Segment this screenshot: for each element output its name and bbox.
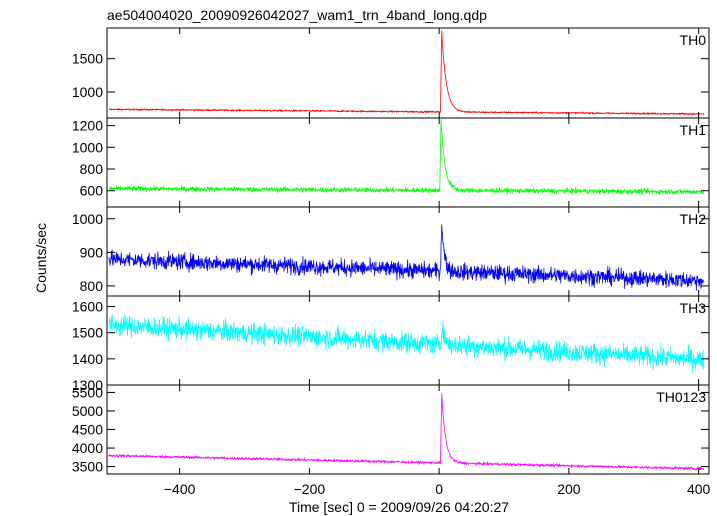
panel-label: TH2 — [680, 211, 707, 227]
panel-frame — [106, 384, 710, 475]
y-tick-label: 1300 — [72, 377, 103, 393]
y-tick-label: 1000 — [72, 211, 103, 227]
y-tick-label: 1500 — [72, 51, 103, 67]
x-tick-label: 200 — [557, 481, 581, 497]
x-axis-label: Time [sec] 0 = 2009/09/26 04:20:27 — [289, 499, 509, 515]
x-tick-label: 400 — [687, 481, 711, 497]
panel-th0: 1000 1500 TH0 — [72, 27, 710, 119]
y-tick-label: 1000 — [72, 84, 103, 100]
y-tick-label: 600 — [80, 183, 104, 199]
series-th3 — [108, 314, 705, 374]
panel-frame — [106, 206, 710, 297]
panel-th1: 600 800 1000 1200 TH1 — [72, 117, 710, 208]
series-th0 — [108, 30, 705, 116]
x-tick-label: 0 — [435, 481, 443, 497]
series-th2 — [108, 224, 705, 291]
y-tick-label: 5500 — [72, 384, 103, 400]
series-th1 — [108, 119, 705, 196]
y-tick-label: 900 — [80, 244, 104, 260]
x-tick-label: −400 — [164, 481, 196, 497]
panel-th3: 1300 1400 1500 1600 TH3 — [72, 295, 710, 393]
y-tick-label: 1200 — [72, 118, 103, 134]
panel-label: TH0123 — [656, 389, 706, 405]
y-tick-label: 4500 — [72, 422, 103, 438]
panel-frame — [106, 27, 710, 119]
panel-label: TH0 — [680, 32, 707, 48]
y-tick-label: 800 — [80, 161, 104, 177]
y-tick-label: 1400 — [72, 351, 103, 367]
panel-label: TH3 — [680, 300, 707, 316]
y-tick-label: 1500 — [72, 325, 103, 341]
y-tick-label: 800 — [80, 278, 104, 294]
panel-th0123: 3500 4000 4500 5000 5500 TH0123 — [72, 384, 710, 475]
y-tick-label: 5000 — [72, 403, 103, 419]
panel-label: TH1 — [680, 122, 707, 138]
x-tick-label: −200 — [294, 481, 326, 497]
y-tick-label: 3500 — [72, 459, 103, 475]
panel-th2: 800 900 1000 TH2 — [72, 206, 710, 297]
series-th0123 — [108, 393, 705, 471]
chart-title: ae504004020_20090926042027_wam1_trn_4ban… — [107, 7, 487, 23]
y-tick-label: 4000 — [72, 440, 103, 456]
y-tick-label: 1600 — [72, 298, 103, 314]
panel-frame — [106, 117, 710, 208]
y-tick-label: 1000 — [72, 139, 103, 155]
y-axis-label: Counts/sec — [33, 223, 49, 293]
